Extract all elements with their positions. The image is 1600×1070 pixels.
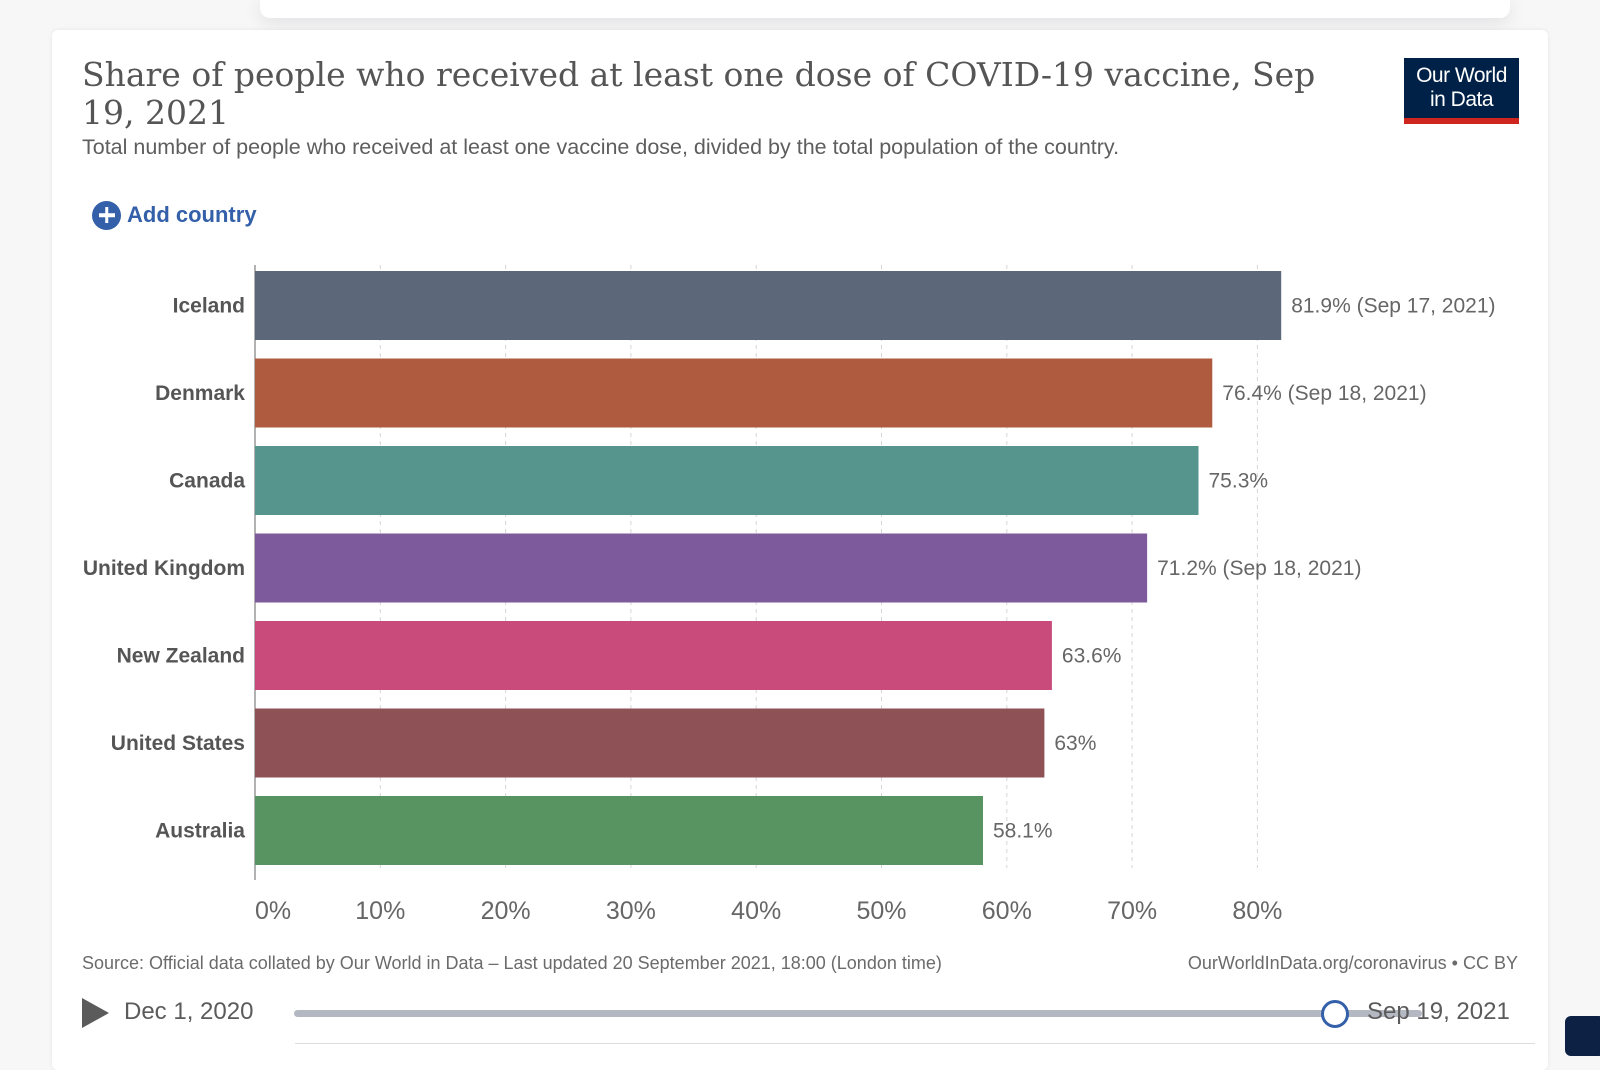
x-tick-label: 50%: [856, 897, 906, 925]
data-label: 81.9% (Sep 17, 2021): [1291, 295, 1495, 318]
bar[interactable]: [255, 271, 1282, 340]
bottom-divider: [295, 1043, 1535, 1044]
data-label: 75.3%: [1209, 470, 1269, 493]
side-action-button[interactable]: [1565, 1016, 1600, 1056]
x-tick-label: 10%: [355, 897, 405, 925]
top-panel-shadow: [260, 0, 1510, 18]
category-label: United States: [111, 732, 245, 755]
timeline-track[interactable]: [294, 1000, 1422, 1028]
bar-chart: Iceland 81.9% (Sep 17, 2021) Denmark 76.4% …: [83, 265, 1496, 925]
x-tick-label: 40%: [731, 897, 781, 925]
source-note[interactable]: Source: Official data collated by Our Wo…: [82, 953, 942, 973]
add-country-button[interactable]: Add country: [92, 199, 257, 231]
bar[interactable]: [255, 796, 983, 865]
chart-title: Share of people who received at least on…: [82, 55, 1316, 132]
timeline-end-label[interactable]: Sep 19, 2021: [1367, 998, 1510, 1025]
timeline-start-label[interactable]: Dec 1, 2020: [124, 998, 254, 1025]
owid-logo[interactable]: Our World in Data: [1404, 58, 1519, 124]
category-label: Australia: [155, 820, 245, 843]
logo-line-2: in Data: [1429, 88, 1494, 111]
chart-subtitle: Total number of people who received at l…: [82, 135, 1120, 159]
bar[interactable]: [255, 708, 1045, 778]
add-country-label: Add country: [127, 202, 257, 227]
data-label: 58.1%: [993, 820, 1053, 843]
data-label: 63%: [1054, 732, 1096, 755]
x-tick-label: 80%: [1232, 897, 1282, 925]
bar[interactable]: [255, 621, 1052, 690]
plus-circle-icon: [92, 200, 121, 230]
timeline-handle[interactable]: [1321, 1000, 1349, 1028]
category-label: Iceland: [173, 295, 245, 318]
credit-link[interactable]: OurWorldInData.org/coronavirus • CC BY: [1187, 953, 1518, 973]
logo-line-1: Our World: [1416, 64, 1507, 87]
play-icon[interactable]: [82, 998, 109, 1028]
x-tick-label: 20%: [481, 897, 531, 925]
x-tick-label: 30%: [606, 897, 656, 925]
x-tick-label: 60%: [982, 897, 1032, 925]
data-label: 63.6%: [1062, 645, 1122, 668]
category-label: New Zealand: [117, 645, 245, 668]
data-label: 71.2% (Sep 18, 2021): [1157, 557, 1361, 580]
bar[interactable]: [255, 533, 1148, 603]
x-tick-label: 70%: [1107, 897, 1157, 925]
data-label: 76.4% (Sep 18, 2021): [1222, 382, 1426, 405]
timeline: Dec 1, 2020 Sep 19, 2021: [82, 998, 1522, 1038]
category-label: United Kingdom: [83, 557, 245, 580]
category-label: Denmark: [155, 382, 245, 405]
category-label: Canada: [169, 470, 245, 493]
bar[interactable]: [255, 446, 1199, 515]
bar[interactable]: [255, 358, 1213, 428]
x-tick-label: 0%: [255, 897, 291, 925]
